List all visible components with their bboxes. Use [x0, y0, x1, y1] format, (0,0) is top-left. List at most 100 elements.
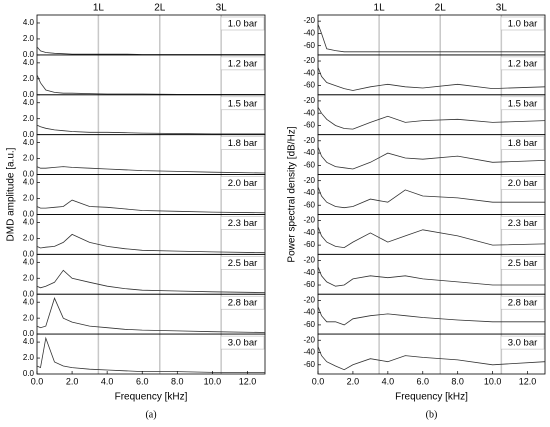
y-tick-label: -60 — [303, 41, 315, 50]
y-tick-label: -20 — [303, 295, 315, 304]
x-tick-label: 6.0 — [417, 376, 430, 386]
spectrum-line — [317, 24, 545, 53]
x-tick-label: 12.0 — [519, 376, 537, 386]
label-box — [220, 256, 265, 270]
y-tick-label: 4.0 — [23, 58, 35, 67]
reference-label: 2L — [154, 3, 166, 14]
spectrum-line — [317, 106, 546, 130]
spectrum-line — [36, 124, 265, 135]
y-tick-label: -20 — [303, 176, 315, 185]
caption: (a) — [145, 409, 156, 420]
reference-label: 1L — [374, 3, 386, 14]
label-box — [220, 136, 265, 150]
series-label: 3.0 bar — [228, 338, 258, 349]
x-tick-label: 2.0 — [66, 376, 79, 386]
label-box — [220, 56, 265, 71]
y-tick-label: 4.0 — [23, 218, 35, 227]
y-tick-label: 0.0 — [23, 369, 35, 378]
y-tick-label: -40 — [303, 148, 315, 157]
spectrum-line — [36, 269, 266, 293]
y-tick-label: -20 — [303, 136, 315, 145]
y-tick-label: 4.0 — [23, 138, 35, 147]
y-tick-label: -20 — [303, 16, 315, 25]
series-label: 1.8 bar — [508, 138, 538, 149]
y-tick-label: -20 — [303, 256, 315, 265]
series-label: 2.0 bar — [228, 178, 258, 189]
y-tick-label: -40 — [303, 188, 315, 197]
y-tick-label: -40 — [303, 68, 315, 77]
x-tick-label: 0.0 — [312, 376, 325, 386]
label-box — [500, 56, 545, 71]
y-tick-label: 4.0 — [23, 98, 35, 107]
y-tick-label: 4.0 — [23, 178, 35, 187]
label-box — [220, 176, 265, 190]
y-tick-label: 4.0 — [23, 337, 35, 346]
series-label: 2.8 bar — [228, 298, 258, 309]
spectrum-line — [317, 266, 545, 287]
subplot-frame — [36, 333, 266, 375]
series-label: 1.5 bar — [508, 98, 538, 109]
x-tick-label: 10.0 — [204, 376, 222, 386]
series-label: 1.8 bar — [228, 138, 258, 149]
spectrum-line — [36, 46, 265, 55]
y-tick-label: -20 — [303, 96, 315, 105]
spectrum-line — [36, 166, 266, 174]
y-tick-label: 2.0 — [23, 353, 35, 362]
x-tick-label: 8.0 — [451, 376, 464, 386]
y-tick-label: 2.0 — [23, 273, 35, 282]
y-tick-label: -20 — [303, 335, 315, 344]
spectrum-line — [317, 346, 546, 371]
subplot-frame — [317, 333, 546, 375]
label-box — [220, 295, 265, 310]
y-tick-label: 2.0 — [23, 34, 35, 43]
y-tick-label: 2.0 — [23, 154, 35, 163]
label-box — [220, 216, 265, 230]
series-label: 1.2 bar — [508, 58, 538, 69]
series-label: 2.5 bar — [508, 258, 538, 269]
spectrum-line — [36, 297, 266, 333]
y-tick-label: 0.0 — [23, 289, 35, 298]
spectrum-line — [317, 306, 545, 326]
label-box — [220, 16, 265, 31]
reference-label: 3L — [496, 3, 508, 14]
x-tick-label: 4.0 — [382, 376, 395, 386]
y-tick-label: 2.0 — [23, 74, 35, 83]
y-tick-label: 4.0 — [23, 18, 35, 27]
series-label: 2.5 bar — [228, 258, 258, 269]
reference-label: 2L — [435, 3, 447, 14]
y-tick-label: -40 — [303, 228, 315, 237]
x-tick-label: 4.0 — [101, 376, 114, 386]
spectrum-line — [317, 146, 546, 170]
y-tick-label: 0.0 — [23, 210, 35, 219]
y-axis-label: Power spectral density [dB/Hz] — [287, 126, 298, 262]
y-tick-label: -60 — [303, 240, 315, 249]
reference-label: 1L — [93, 3, 105, 14]
series-label: 2.8 bar — [508, 298, 538, 309]
x-tick-label: 2.0 — [347, 376, 360, 386]
y-tick-label: 0.0 — [23, 249, 35, 258]
spectrum-line — [36, 199, 266, 214]
x-axis-label: Frequency [kHz] — [395, 392, 468, 403]
y-tick-label: 4.0 — [23, 257, 35, 266]
series-label: 2.3 bar — [228, 218, 258, 229]
label-box — [500, 96, 545, 111]
series-label: 3.0 bar — [508, 338, 538, 349]
spectrum-line — [317, 67, 546, 91]
y-tick-label: 2.0 — [23, 233, 35, 242]
series-label: 2.3 bar — [508, 218, 538, 229]
y-tick-label: 0.0 — [23, 170, 35, 179]
label-box — [500, 256, 545, 270]
y-tick-label: 4.0 — [23, 297, 35, 306]
y-tick-label: -40 — [303, 348, 315, 357]
x-tick-label: 10.0 — [484, 376, 502, 386]
y-tick-label: 0.0 — [23, 50, 35, 59]
y-tick-label: -60 — [303, 320, 315, 329]
x-tick-label: 8.0 — [171, 376, 184, 386]
label-box — [500, 136, 545, 150]
x-axis-label: Frequency [kHz] — [115, 392, 188, 403]
x-tick-label: 12.0 — [239, 376, 257, 386]
y-tick-label: -60 — [303, 360, 315, 369]
y-tick-label: -20 — [303, 56, 315, 65]
y-tick-label: -60 — [303, 280, 315, 289]
